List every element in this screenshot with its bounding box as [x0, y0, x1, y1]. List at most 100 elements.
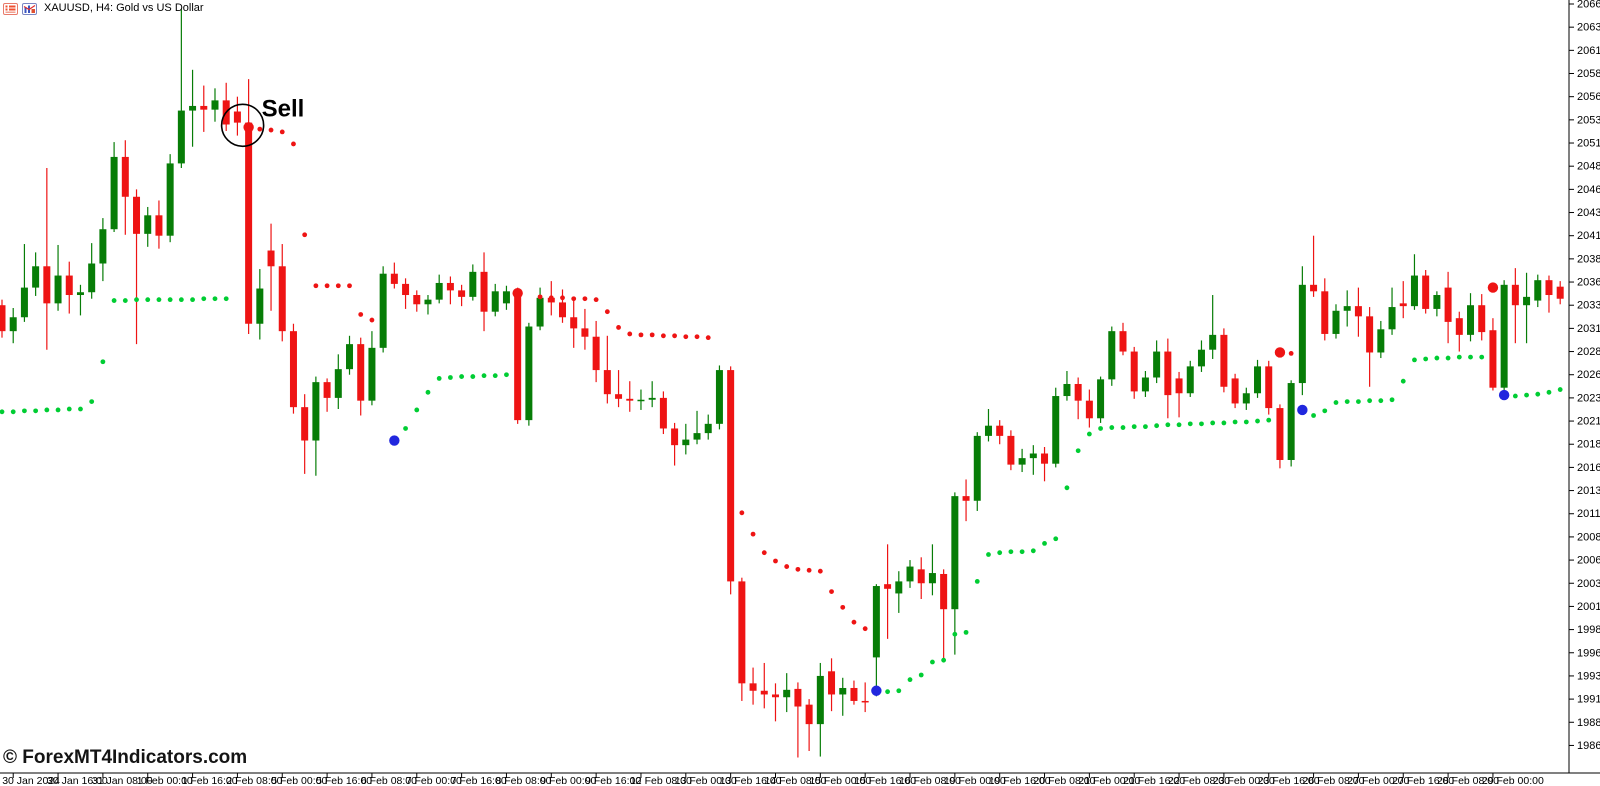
candle: [1444, 271, 1452, 344]
candle: [850, 680, 858, 705]
candle: [99, 218, 107, 282]
candle: [536, 287, 544, 331]
sar-dot: [190, 297, 195, 303]
candle: [1231, 373, 1239, 409]
candle: [928, 544, 936, 596]
candle: [1052, 387, 1060, 468]
candle: [1321, 278, 1329, 341]
time-tick-label: 15 Feb 00:00: [809, 775, 871, 786]
candle: [368, 331, 376, 406]
candle: [1511, 268, 1519, 344]
candle: [1388, 287, 1396, 335]
sar-dot: [358, 312, 364, 317]
price-tick-label: 1988.70: [1577, 717, 1600, 729]
sar-dot: [1176, 422, 1182, 428]
sar-dot: [257, 126, 263, 132]
candle: [648, 381, 656, 408]
sar-dot: [212, 296, 218, 302]
price-tick-label: 2041.20: [1577, 230, 1600, 242]
sar-dot: [1434, 355, 1440, 361]
sar-dot: [694, 334, 700, 340]
candle: [1287, 380, 1295, 467]
candle: [783, 673, 791, 713]
time-tick-label: 27 Feb 16:00: [1392, 775, 1454, 786]
sar-dot: [156, 297, 162, 303]
candle: [233, 96, 241, 136]
candle: [581, 308, 589, 350]
sar-dot: [1389, 397, 1395, 403]
price-tick-label: 2003.70: [1577, 578, 1600, 590]
candle: [794, 682, 802, 758]
sar-dot: [347, 283, 352, 289]
sar-dot: [593, 297, 599, 303]
sar-dot: [627, 331, 633, 337]
sar-dot: [537, 294, 543, 300]
price-tick-label: 2021.20: [1577, 416, 1600, 428]
signal-dot: [1274, 347, 1286, 358]
candle: [211, 88, 219, 122]
candle: [177, 9, 185, 169]
time-tick-label: 13 Feb 00:00: [675, 775, 737, 786]
candle: [267, 223, 275, 311]
candle: [940, 569, 948, 660]
sar-dots-layer: [0, 122, 1563, 696]
candle: [491, 283, 499, 317]
time-tick-label: 19 Feb 00:00: [944, 775, 1006, 786]
price-tick-label: 2043.70: [1577, 207, 1600, 219]
signal-dot: [1498, 389, 1510, 401]
candle: [323, 378, 331, 412]
sar-dot: [1165, 422, 1171, 428]
price-tick-label: 1998.70: [1577, 624, 1600, 636]
candle: [738, 577, 746, 701]
sar-dot: [459, 374, 465, 379]
candle: [1354, 287, 1362, 337]
candle: [166, 154, 174, 243]
candle: [1500, 280, 1508, 397]
candle: [1556, 281, 1564, 305]
sar-dot: [604, 309, 610, 315]
price-tick-label: 2028.70: [1577, 346, 1600, 358]
sar-dot: [1243, 419, 1249, 425]
candle: [861, 682, 869, 713]
sar-dot: [885, 689, 890, 695]
sell-label: Sell: [262, 95, 305, 122]
sar-dot: [145, 297, 151, 303]
candle: [682, 423, 690, 455]
candle: [917, 557, 925, 600]
sar-dot: [1221, 420, 1227, 426]
candle: [1220, 328, 1228, 393]
sar-dot: [930, 659, 935, 665]
sar-dot: [1042, 540, 1047, 546]
candle: [1119, 322, 1127, 356]
sar-dot: [1512, 393, 1518, 399]
price-tick-label: 1991.20: [1577, 694, 1600, 706]
time-tick-label: 12 Feb 08:00: [630, 775, 692, 786]
candle: [592, 320, 600, 383]
candle: [816, 662, 824, 757]
sar-dot: [582, 296, 588, 302]
candle: [1298, 266, 1306, 396]
sar-dot: [0, 409, 5, 415]
sar-dot: [1423, 356, 1429, 362]
sar-dot: [997, 550, 1003, 556]
sar-dot: [1075, 448, 1081, 454]
sar-dot: [806, 567, 812, 573]
sar-dot: [335, 283, 341, 289]
candle: [1422, 269, 1430, 314]
price-tick-label: 2061.20: [1577, 45, 1600, 57]
candle: [570, 299, 578, 348]
sar-dot: [963, 629, 969, 635]
time-tick-label: 27 Feb 00:00: [1347, 775, 1409, 786]
signal-dot: [1297, 404, 1308, 416]
candle: [9, 307, 17, 344]
price-tick-label: 2038.70: [1577, 253, 1600, 265]
candle: [1332, 304, 1340, 339]
time-tick-label: 26 Feb 08:00: [1303, 775, 1365, 786]
time-tick-label: 30 Jan 16:00: [47, 775, 108, 786]
candle: [446, 276, 454, 305]
sar-dot: [1546, 389, 1552, 395]
sar-dot: [481, 373, 487, 379]
time-tick-label: 9 Feb 16:00: [585, 775, 641, 786]
